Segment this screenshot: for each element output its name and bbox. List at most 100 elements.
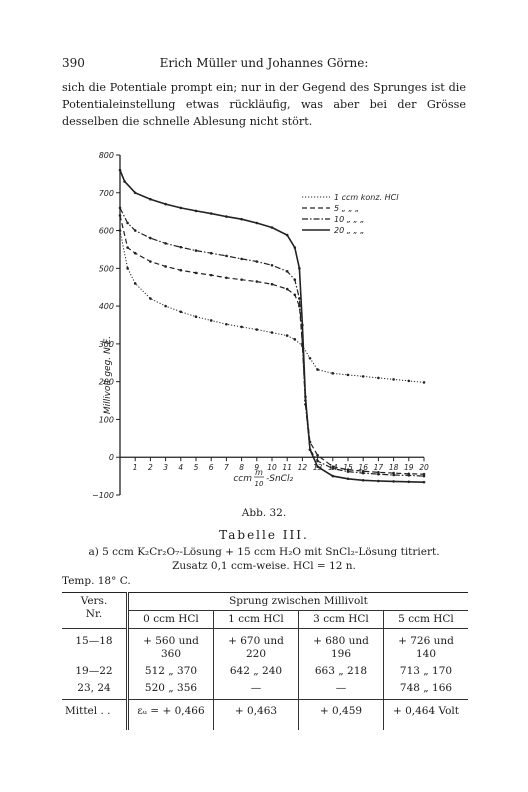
series-point bbox=[194, 209, 198, 213]
y-tick-label: 700 bbox=[99, 189, 114, 198]
table-cell: 663 „ 218 bbox=[297, 663, 384, 680]
series-point bbox=[240, 325, 243, 329]
series-point bbox=[225, 254, 228, 258]
series-point bbox=[126, 246, 129, 249]
intro-paragraph: sich die Potentiale prompt ein; nur in d… bbox=[62, 79, 466, 130]
series-line bbox=[119, 230, 425, 383]
series-point bbox=[270, 264, 274, 267]
series-point bbox=[240, 278, 243, 281]
series-point bbox=[225, 322, 228, 326]
series-point bbox=[118, 214, 122, 217]
series-point bbox=[133, 282, 137, 285]
table-cell: 748 „ 166 bbox=[382, 680, 468, 700]
series-point bbox=[346, 468, 350, 471]
series-line bbox=[119, 169, 425, 483]
series-point bbox=[225, 215, 228, 218]
series-point bbox=[118, 229, 122, 232]
header-vers: Vers. Nr. bbox=[62, 592, 129, 629]
y-tick-label: 800 bbox=[99, 151, 114, 160]
series-point bbox=[133, 229, 137, 232]
header-vers-line1: Vers. bbox=[80, 595, 108, 607]
series-point bbox=[392, 378, 395, 381]
table-title: Tabelle III. bbox=[219, 528, 309, 542]
series-point bbox=[392, 473, 395, 477]
legend-label: 5 „ „ „ bbox=[334, 204, 359, 213]
chart-series bbox=[118, 168, 426, 484]
series-point bbox=[149, 236, 152, 240]
series-point bbox=[361, 478, 365, 482]
series-point bbox=[255, 221, 259, 225]
series-point bbox=[209, 251, 213, 255]
y-axis-label: Millivolt geg. N.E. bbox=[103, 336, 113, 414]
y-tick-label: −100 bbox=[92, 491, 114, 500]
table-subtitle-1: a) 5 ccm K₂Cr₂O₇-Lösung + 15 ccm H₂O mit… bbox=[88, 546, 440, 558]
series-point bbox=[209, 273, 213, 277]
series-point bbox=[361, 471, 365, 475]
series-point bbox=[164, 242, 167, 245]
series-point bbox=[149, 260, 152, 263]
series-point bbox=[179, 268, 183, 272]
x-axis-label: ccm m 10 -SnCl₂ bbox=[233, 468, 293, 488]
series-point bbox=[331, 474, 335, 478]
series-point bbox=[407, 474, 411, 477]
y-tick-label: 400 bbox=[99, 302, 114, 311]
column-header: 5 ccm HCl bbox=[382, 610, 468, 629]
x-tick-label: 17 bbox=[374, 463, 384, 472]
series-point bbox=[240, 217, 243, 221]
header-vers-line2: Nr. bbox=[85, 608, 103, 620]
x-tick-label: 12 bbox=[298, 463, 308, 472]
table-header-row-1: Vers. Nr. Sprung zwischen Millivolt bbox=[62, 592, 468, 629]
series-point bbox=[346, 470, 350, 473]
series-point bbox=[164, 202, 167, 206]
x-tick-label: 9 bbox=[254, 463, 259, 472]
x-tick-label: 6 bbox=[209, 463, 214, 472]
series-point bbox=[377, 376, 380, 380]
series-point bbox=[194, 249, 198, 252]
row-nr: 19—22 bbox=[62, 663, 129, 680]
series-point bbox=[316, 368, 319, 371]
mean-cell: + 0,463 bbox=[212, 699, 299, 730]
series-point bbox=[149, 297, 152, 300]
x-tick-label: 5 bbox=[194, 463, 199, 472]
series-point bbox=[179, 206, 183, 210]
x-tick-label: 8 bbox=[239, 463, 244, 472]
table-cell: + 670 und 220 bbox=[212, 628, 299, 663]
series-point bbox=[240, 257, 243, 261]
legend-label: 20 „ „ „ bbox=[334, 226, 364, 235]
y-tick-label: 0 bbox=[109, 453, 114, 462]
series-point bbox=[285, 287, 289, 291]
results-table: Vers. Nr. Sprung zwischen Millivolt 0 cc… bbox=[62, 592, 468, 730]
series-point bbox=[118, 168, 122, 172]
series-point bbox=[316, 459, 319, 463]
series-point bbox=[392, 480, 395, 483]
series-point bbox=[126, 221, 129, 225]
y-tick-label: 300 bbox=[99, 340, 114, 349]
x-tick-label: 11 bbox=[282, 463, 292, 472]
series-point bbox=[407, 379, 411, 383]
y-tick-label: 500 bbox=[99, 264, 114, 273]
table-row: 15—18 + 560 und 360 + 670 und 220 + 680 … bbox=[62, 628, 468, 663]
running-title: Erich Müller und Johannes Görne: bbox=[159, 56, 369, 70]
x-tick-label: 7 bbox=[224, 463, 229, 472]
series-point bbox=[209, 212, 213, 215]
mean-label: Mittel . . bbox=[62, 699, 129, 730]
running-header: 390 Erich Müller und Johannes Görne: bbox=[62, 56, 466, 72]
series-point bbox=[377, 471, 380, 474]
page-number: 390 bbox=[62, 56, 85, 70]
x-tick-label: 20 bbox=[419, 463, 429, 472]
series-point bbox=[149, 197, 152, 201]
row-nr: 23, 24 bbox=[62, 680, 129, 700]
series-line bbox=[119, 207, 425, 477]
mean-cell: + 0,459 bbox=[297, 699, 384, 730]
series-point bbox=[164, 304, 167, 308]
x-tick-label: 10 bbox=[267, 463, 277, 472]
series-point bbox=[346, 373, 350, 377]
chart-axes bbox=[119, 155, 424, 495]
series-point bbox=[346, 477, 350, 481]
series-point bbox=[123, 180, 126, 183]
x-tick-label: 1 bbox=[133, 463, 138, 472]
series-point bbox=[225, 276, 228, 280]
x-label-tail: -SnCl₂ bbox=[266, 474, 293, 484]
